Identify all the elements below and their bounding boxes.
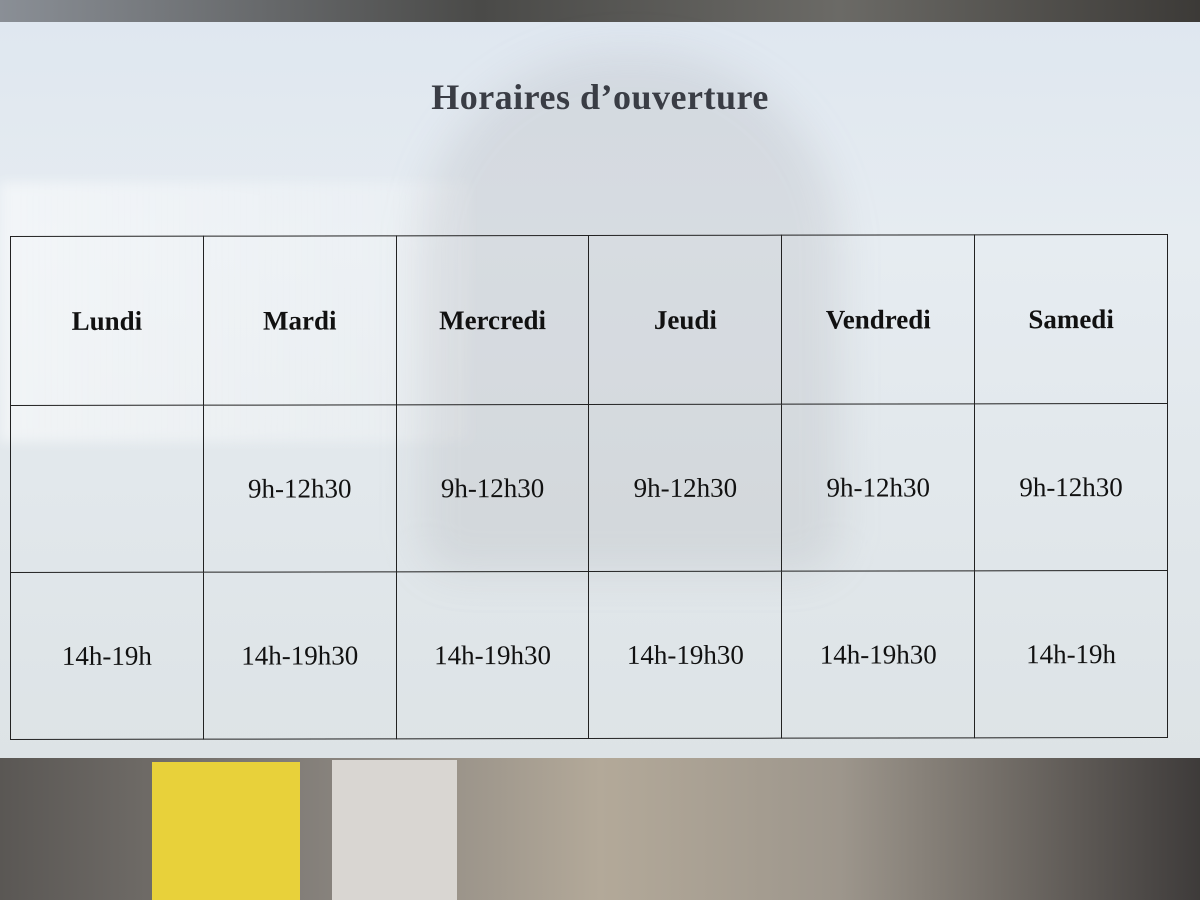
hours-cell: 14h-19h30 (588, 571, 782, 739)
table-row-afternoon: 14h-19h 14h-19h30 14h-19h30 14h-19h30 14… (10, 570, 1168, 740)
opening-hours-table: Lundi Mardi Mercredi Jeudi Vendredi Same… (10, 234, 1168, 740)
hours-cell: 9h-12h30 (781, 403, 975, 572)
table-header-row: Lundi Mardi Mercredi Jeudi Vendredi Same… (10, 234, 1168, 406)
day-header: Vendredi (781, 234, 975, 405)
grey-poster (332, 760, 457, 900)
day-header: Mercredi (396, 235, 589, 405)
day-header: Mardi (203, 235, 397, 406)
sign-title: Horaires d’ouverture (431, 77, 769, 117)
hours-cell: 9h-12h30 (974, 403, 1168, 571)
hours-cell: 14h-19h30 (203, 571, 397, 740)
table-row-morning: 9h-12h30 9h-12h30 9h-12h30 9h-12h30 9h-1… (10, 403, 1168, 573)
hours-cell: 9h-12h30 (588, 404, 782, 572)
hours-cell: 9h-12h30 (203, 404, 397, 573)
hours-cell: 14h-19h30 (396, 571, 589, 739)
person-reflection (420, 52, 840, 572)
hours-cell (10, 405, 204, 573)
hours-cell: 14h-19h (10, 572, 204, 740)
hours-cell: 9h-12h30 (396, 404, 589, 572)
paper-sign (0, 22, 1200, 760)
hours-cell: 14h-19h30 (781, 570, 975, 739)
day-header: Jeudi (588, 235, 782, 405)
day-header: Lundi (10, 236, 204, 406)
yellow-poster (152, 762, 300, 900)
window-reflection (0, 182, 470, 442)
hours-cell: 14h-19h (974, 570, 1168, 738)
day-header: Samedi (974, 234, 1168, 404)
